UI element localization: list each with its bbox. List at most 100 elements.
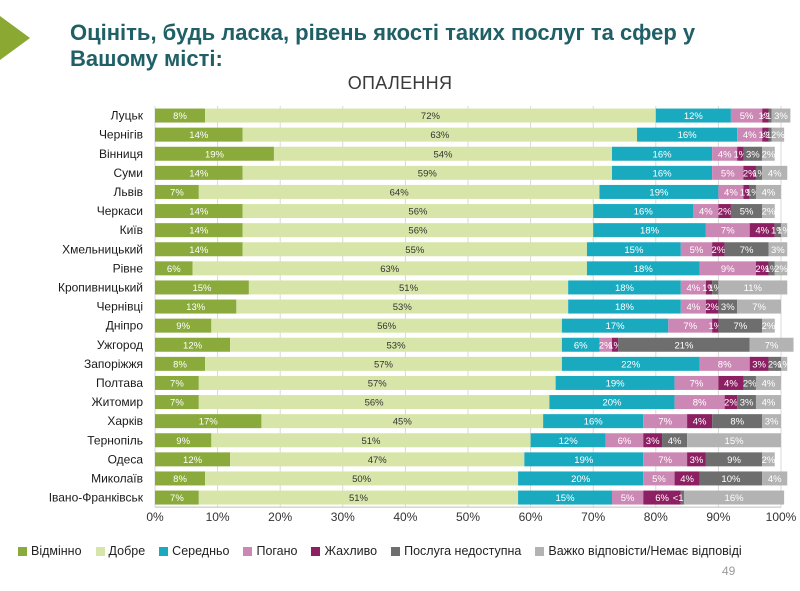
data-label: 15% [624, 245, 644, 256]
data-label: 4% [724, 378, 738, 389]
legend-swatch [243, 546, 253, 556]
data-label: 20% [602, 398, 622, 409]
bar-segment [755, 165, 763, 180]
bar-segment [712, 146, 738, 161]
data-label: 7% [683, 321, 697, 332]
data-label: 14% [189, 226, 209, 237]
category-label: Івано-Франківськ [49, 491, 144, 505]
x-tick-label: 0% [146, 510, 164, 524]
bar-segment [643, 433, 663, 448]
data-label: 1% [608, 340, 622, 351]
bar-segment [549, 395, 675, 410]
data-label: 7% [690, 378, 704, 389]
data-label: 3% [765, 417, 779, 428]
data-label: 3% [690, 455, 704, 466]
bar-segment [768, 242, 788, 257]
bar-segment [242, 165, 612, 180]
bar-segment [749, 356, 769, 371]
data-label: 2% [718, 207, 732, 218]
data-label: 5% [652, 474, 666, 485]
bar-segment [242, 223, 594, 238]
data-label: 3% [721, 302, 735, 313]
bar-segment [749, 337, 794, 352]
bar-segment [205, 108, 656, 123]
data-label: 7% [765, 340, 779, 351]
data-label: 12% [183, 340, 203, 351]
data-label: 64% [390, 187, 410, 198]
data-label: 2% [724, 398, 738, 409]
bar-segment [198, 490, 519, 505]
data-label: 57% [374, 359, 394, 370]
x-tick-label: 40% [393, 510, 417, 524]
data-label: 4% [762, 398, 776, 409]
slide-title: Оцініть, будь ласка, рівень якості таких… [70, 20, 696, 71]
bar-segment [242, 127, 638, 142]
bar-segment [593, 223, 706, 238]
data-label: 2% [705, 302, 719, 313]
bar-segment [674, 375, 719, 390]
data-label: 1% [758, 130, 772, 141]
bar-segment [680, 299, 706, 314]
data-label: 15% [725, 436, 745, 447]
data-label: 20% [571, 474, 591, 485]
legend-label: Послуга недоступна [404, 544, 522, 558]
bar-segment [273, 146, 612, 161]
data-label: 11% [744, 283, 763, 294]
bar-segment [743, 184, 750, 199]
data-label: 51% [399, 283, 419, 294]
data-label: 15% [192, 283, 212, 294]
bar-segment [743, 146, 763, 161]
bar-segment [718, 318, 763, 333]
bar-segment [762, 318, 775, 333]
bar-segment [155, 452, 231, 467]
data-label: 45% [393, 417, 413, 428]
legend-swatch [159, 546, 169, 556]
legend-item: Добре [95, 544, 145, 558]
bar-segment [155, 127, 243, 142]
bar-segment [155, 261, 193, 276]
category-label: Полтава [96, 376, 143, 390]
data-label: 3% [740, 398, 754, 409]
bar-segment [768, 261, 775, 276]
bar-segment [198, 395, 550, 410]
data-label: <1% [673, 493, 693, 504]
bar-segment [524, 452, 644, 467]
bar-segment [637, 127, 738, 142]
bar-segment [530, 433, 606, 448]
bar-segment [718, 204, 731, 219]
bar-segment [705, 299, 719, 314]
data-label: 6% [574, 340, 588, 351]
bar-segment [611, 165, 713, 180]
bar-segment [155, 204, 243, 219]
bar-segment [768, 356, 781, 371]
bar-segment [248, 280, 569, 295]
bar-segment [712, 242, 725, 257]
category-label: Одеса [108, 452, 144, 466]
category-label: Запоріжжя [84, 357, 143, 371]
bar-segment [155, 184, 199, 199]
bar-segment [643, 471, 675, 486]
bar-segment [611, 146, 713, 161]
bar-segment [655, 108, 731, 123]
data-label: 9% [176, 321, 190, 332]
data-label: 8% [693, 398, 707, 409]
bar-segment [712, 414, 763, 429]
bar-segment [155, 395, 199, 410]
legend-swatch [311, 546, 321, 556]
legend-label: Погано [256, 544, 298, 558]
data-label: 22% [621, 359, 641, 370]
bar-segment [674, 395, 725, 410]
category-label: Житомир [92, 395, 144, 409]
bar-segment [743, 375, 756, 390]
category-label: Харків [107, 414, 143, 428]
bar-segment [718, 184, 744, 199]
data-label: 3% [752, 359, 766, 370]
bar-segment [198, 375, 556, 390]
legend-swatch [391, 546, 401, 556]
bar-segment [705, 280, 713, 295]
data-label: 1% [702, 283, 716, 294]
data-label: 2% [743, 378, 757, 389]
bar-segment [205, 471, 519, 486]
bar-segment [155, 318, 212, 333]
data-label: 1% [746, 187, 760, 198]
